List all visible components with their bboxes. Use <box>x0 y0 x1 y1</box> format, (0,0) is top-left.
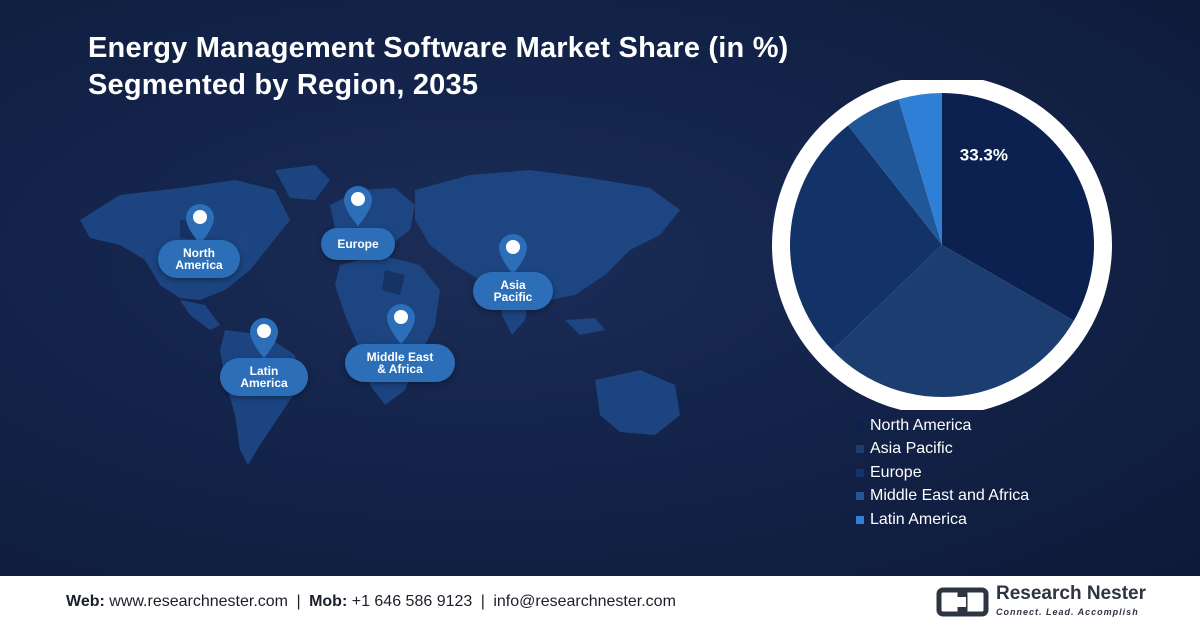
middle-east-africa-pin-icon <box>387 304 415 344</box>
legend-label: Middle East and Africa <box>870 487 1030 505</box>
legend-swatch <box>856 468 864 477</box>
pie-chart: 33.3% <box>772 80 1112 410</box>
legend-label: Latin America <box>870 510 967 528</box>
legend-item: Europe <box>856 461 1029 485</box>
legend-label: North America <box>870 416 972 434</box>
footer-contact: Web: www.researchnester.com | Mob: +1 64… <box>66 593 676 611</box>
phone-number[interactable]: +1 646 586 9123 <box>351 593 473 610</box>
europe-label: Europe <box>321 228 395 260</box>
legend-swatch <box>856 492 864 501</box>
logo-tagline: Connect. Lead. Accomplish <box>996 607 1139 617</box>
latin-america-label: Latin America <box>220 358 308 396</box>
chart-title: Energy Management Software Market Share … <box>88 32 789 101</box>
middle-east-africa-label: Middle East & Africa <box>345 344 455 382</box>
legend-swatch <box>856 421 864 430</box>
research-nester-logo: Research Nester Connect. Lead. Accomplis… <box>936 582 1146 622</box>
email-link[interactable]: info@researchnester.com <box>493 593 676 610</box>
pie-data-label: 33.3% <box>960 146 1008 165</box>
legend-item: Asia Pacific <box>856 438 1029 462</box>
europe-pin-icon <box>344 186 372 226</box>
separator: | <box>296 593 301 610</box>
north-america-pin-icon <box>186 204 214 244</box>
legend-label: Asia Pacific <box>870 440 953 458</box>
footer-bar: Web: www.researchnester.com | Mob: +1 64… <box>0 576 1200 628</box>
legend-swatch <box>856 445 864 454</box>
asia-pacific-pin-icon <box>499 234 527 274</box>
logo-mark-icon <box>936 587 989 617</box>
mob-label: Mob: <box>309 593 348 610</box>
legend-item: Latin America <box>856 508 1029 532</box>
pie-slice-asia-pacific <box>832 245 1074 397</box>
pie-slice-north-america <box>942 93 1094 321</box>
pie-slice-middle-east-and-africa <box>848 99 942 245</box>
north-america-label: North America <box>158 240 240 278</box>
infographic-canvas: Energy Management Software Market Share … <box>0 0 1200 576</box>
logo-name: Research Nester <box>996 583 1146 604</box>
pie-slice-latin-america <box>898 93 942 245</box>
asia-pacific-label: Asia Pacific <box>473 272 553 310</box>
web-link[interactable]: www.researchnester.com <box>109 593 288 610</box>
chart-legend: North America Asia Pacific Europe Middle Ea… <box>856 414 1029 532</box>
legend-item: Middle East and Africa <box>856 485 1029 509</box>
web-label: Web: <box>66 593 105 610</box>
separator: | <box>480 593 485 610</box>
legend-label: Europe <box>870 463 922 481</box>
latin-america-pin-icon <box>250 318 278 358</box>
legend-swatch <box>856 515 864 524</box>
legend-item: North America <box>856 414 1029 438</box>
pie-slice-europe <box>790 125 942 351</box>
